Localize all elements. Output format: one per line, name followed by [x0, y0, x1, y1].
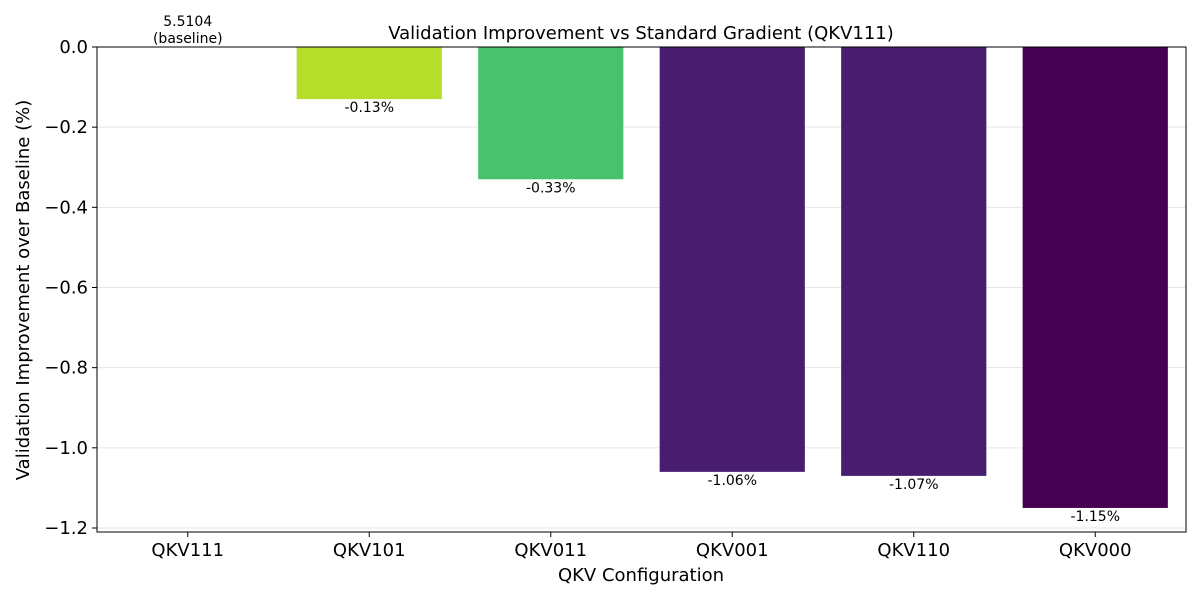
- y-tick-label: −0.4: [44, 197, 88, 218]
- bar-qkv000: [1022, 47, 1168, 508]
- bar-qkv001: [659, 47, 805, 472]
- x-tick-label: QKV111: [151, 540, 224, 561]
- x-tick-label: QKV101: [333, 540, 406, 561]
- x-tick-label: QKV001: [696, 540, 769, 561]
- x-tick-label: QKV110: [877, 540, 950, 561]
- x-tick-label: QKV011: [514, 540, 587, 561]
- y-tick-label: −1.0: [44, 438, 88, 459]
- bar-qkv011: [478, 47, 624, 180]
- y-tick-label: −0.8: [44, 358, 88, 379]
- data-labels: 5.5104(baseline) -0.13% -0.33% -1.06% -1.07%…: [153, 14, 1120, 525]
- data-label: -1.06%: [707, 473, 757, 489]
- data-label: -1.07%: [889, 477, 939, 493]
- y-tick-label: −1.2: [44, 518, 88, 539]
- data-label: -0.33%: [526, 180, 576, 196]
- y-axis: 0.0 −0.2 −0.4 −0.6 −0.8 −1.0 −1.2: [44, 37, 97, 539]
- y-tick-label: −0.6: [44, 277, 88, 298]
- x-axis-label: QKV Configuration: [558, 565, 724, 586]
- bar-qkv110: [841, 47, 987, 476]
- y-tick-label: 0.0: [59, 37, 88, 58]
- bars: [296, 47, 1168, 508]
- grid-lines: [97, 46, 1186, 529]
- data-label: -1.15%: [1070, 509, 1120, 525]
- y-axis-label: Validation Improvement over Baseline (%): [13, 100, 34, 480]
- x-tick-label: QKV000: [1059, 540, 1132, 561]
- data-label: -0.13%: [344, 100, 394, 116]
- data-label: (baseline): [153, 31, 223, 47]
- y-tick-label: −0.2: [44, 117, 88, 138]
- plot-frame: [96, 46, 1187, 533]
- x-axis: QKV111 QKV101 QKV011 QKV001 QKV110 QKV000: [151, 532, 1132, 561]
- bar-qkv101: [296, 47, 442, 100]
- data-label: 5.5104: [163, 14, 212, 30]
- chart-title: Validation Improvement vs Standard Gradi…: [388, 23, 894, 44]
